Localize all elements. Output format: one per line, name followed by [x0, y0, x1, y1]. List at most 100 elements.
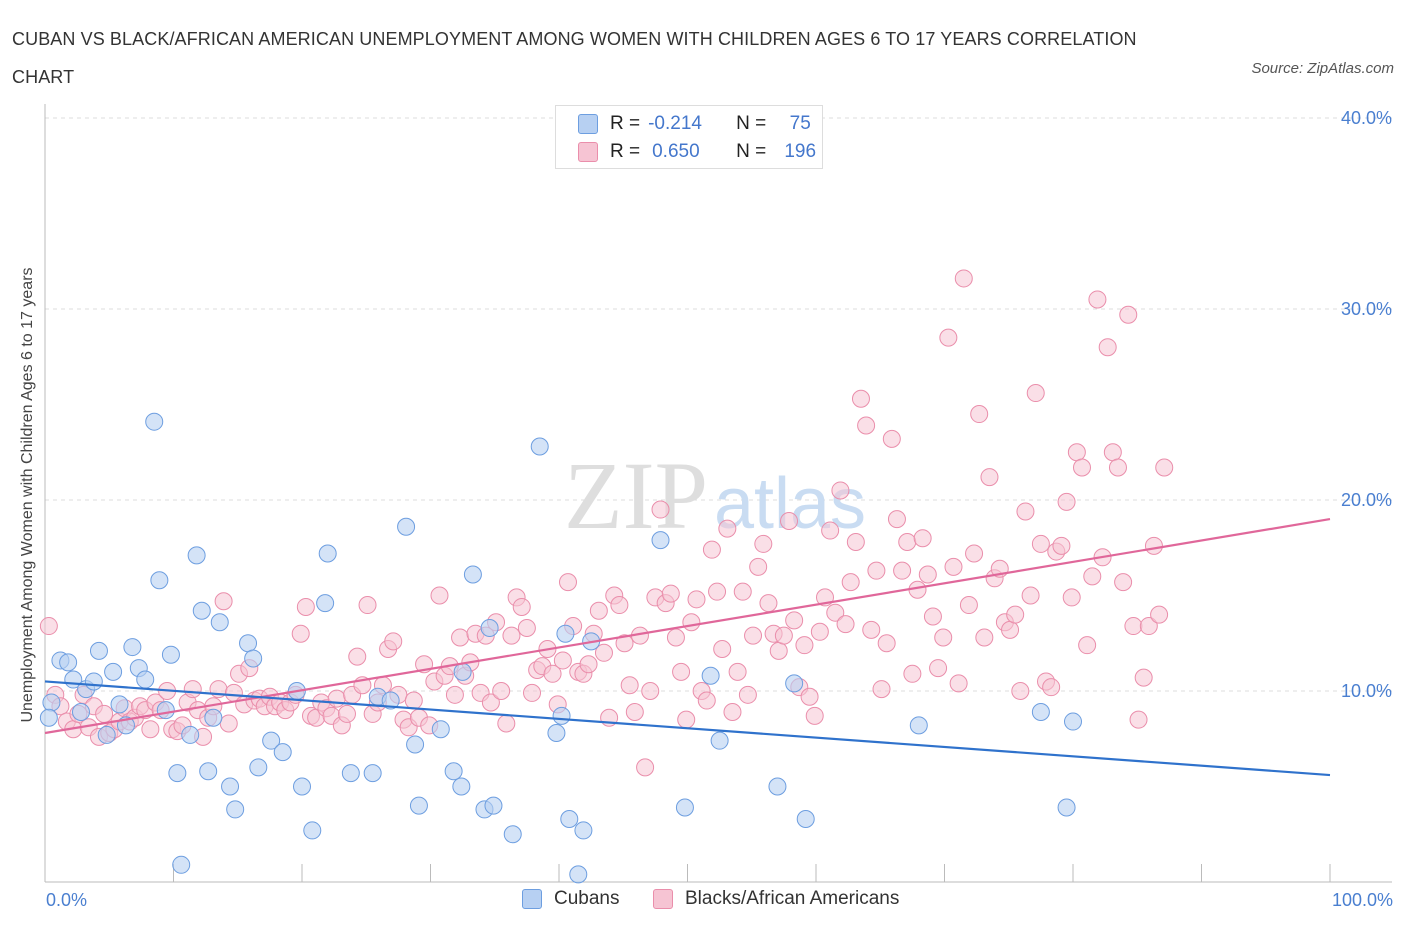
point-blacks	[579, 655, 598, 674]
point-cubans	[552, 706, 571, 725]
point-blacks	[682, 613, 701, 632]
point-blacks	[805, 706, 824, 725]
point-cubans	[71, 703, 90, 722]
point-cubans	[150, 571, 169, 590]
point-blacks	[1078, 636, 1097, 655]
blacks-points	[39, 269, 1174, 777]
point-blacks	[677, 710, 696, 729]
point-cubans	[452, 777, 471, 796]
point-blacks	[291, 624, 310, 643]
point-blacks	[610, 596, 629, 615]
point-cubans	[187, 546, 206, 565]
point-cubans	[556, 624, 575, 643]
point-cubans	[110, 695, 129, 714]
legend-item-blacks[interactable]: Blacks/African Americans	[653, 888, 899, 910]
point-cubans	[303, 821, 322, 840]
point-blacks	[826, 603, 845, 622]
point-blacks	[1057, 492, 1076, 511]
point-blacks	[481, 693, 500, 712]
point-blacks	[1006, 605, 1025, 624]
series-legend: Cubans Blacks/African Americans	[0, 888, 1406, 916]
point-blacks	[445, 685, 464, 704]
point-blacks	[1021, 586, 1040, 605]
point-blacks	[95, 704, 114, 723]
point-blacks	[959, 596, 978, 615]
point-blacks	[615, 634, 634, 653]
point-cubans	[123, 638, 142, 657]
point-blacks	[553, 651, 572, 670]
swatch-blacks	[653, 889, 673, 909]
point-blacks	[502, 626, 521, 645]
point-blacks	[744, 626, 763, 645]
point-blacks	[923, 607, 942, 626]
point-blacks	[903, 664, 922, 683]
point-cubans	[262, 731, 281, 750]
point-cubans	[675, 798, 694, 817]
point-blacks	[1042, 678, 1061, 697]
point-blacks	[1150, 605, 1169, 624]
point-blacks	[954, 269, 973, 288]
point-blacks	[687, 590, 706, 609]
watermark-zip: ZIP	[564, 442, 708, 549]
point-blacks	[718, 519, 737, 538]
label-cubans: Cubans	[554, 888, 620, 909]
point-blacks	[800, 687, 819, 706]
point-cubans	[168, 764, 187, 783]
point-blacks	[1139, 617, 1158, 636]
point-blacks	[661, 584, 680, 603]
point-blacks	[358, 596, 377, 615]
point-cubans	[145, 412, 164, 431]
point-cubans	[431, 720, 450, 739]
point-blacks	[851, 389, 870, 408]
point-blacks	[384, 632, 403, 651]
y-tick-labels: 10.0% 20.0% 30.0% 40.0%	[1341, 108, 1392, 701]
point-blacks	[1108, 458, 1127, 477]
point-blacks	[141, 720, 160, 739]
legend-n-label: N =	[736, 113, 767, 134]
axes	[44, 104, 1392, 883]
y-tick-label: 30.0%	[1341, 299, 1392, 319]
point-blacks	[594, 643, 613, 662]
point-cubans	[221, 777, 240, 796]
point-cubans	[574, 821, 593, 840]
point-cubans	[42, 693, 61, 712]
point-blacks	[1144, 536, 1163, 555]
point-blacks	[1016, 502, 1035, 521]
point-blacks	[780, 512, 799, 531]
point-blacks	[1103, 443, 1122, 462]
watermark-atlas: atlas	[714, 464, 866, 544]
point-blacks	[348, 647, 367, 666]
legend-n-value: 196	[784, 141, 817, 162]
point-blacks	[754, 534, 773, 553]
point-blacks	[821, 521, 840, 540]
legend-r-label: R =	[610, 141, 641, 162]
y-tick-label: 20.0%	[1341, 490, 1392, 510]
point-blacks	[1119, 305, 1138, 324]
point-blacks	[970, 405, 989, 424]
legend-item-cubans[interactable]: Cubans	[522, 888, 620, 910]
point-blacks	[846, 533, 865, 552]
point-blacks	[795, 636, 814, 655]
point-blacks	[857, 416, 876, 435]
grid	[45, 117, 1392, 692]
point-blacks	[774, 626, 793, 645]
point-blacks	[1062, 588, 1081, 607]
point-cubans	[463, 565, 482, 584]
point-blacks	[934, 628, 953, 647]
point-blacks	[589, 601, 608, 620]
point-cubans	[406, 735, 425, 754]
point-blacks	[1098, 338, 1117, 357]
point-cubans	[204, 708, 223, 727]
point-blacks	[1083, 567, 1102, 586]
point-cubans	[1064, 712, 1082, 731]
legend-r-value: 0.650	[652, 141, 700, 162]
point-blacks	[214, 592, 233, 611]
point-cubans	[503, 825, 522, 844]
point-blacks	[512, 597, 531, 616]
point-cubans	[547, 724, 566, 743]
point-blacks	[1155, 458, 1174, 477]
point-blacks	[1114, 573, 1133, 592]
point-cubans	[409, 796, 428, 815]
point-cubans	[796, 809, 815, 828]
point-blacks	[517, 618, 536, 637]
